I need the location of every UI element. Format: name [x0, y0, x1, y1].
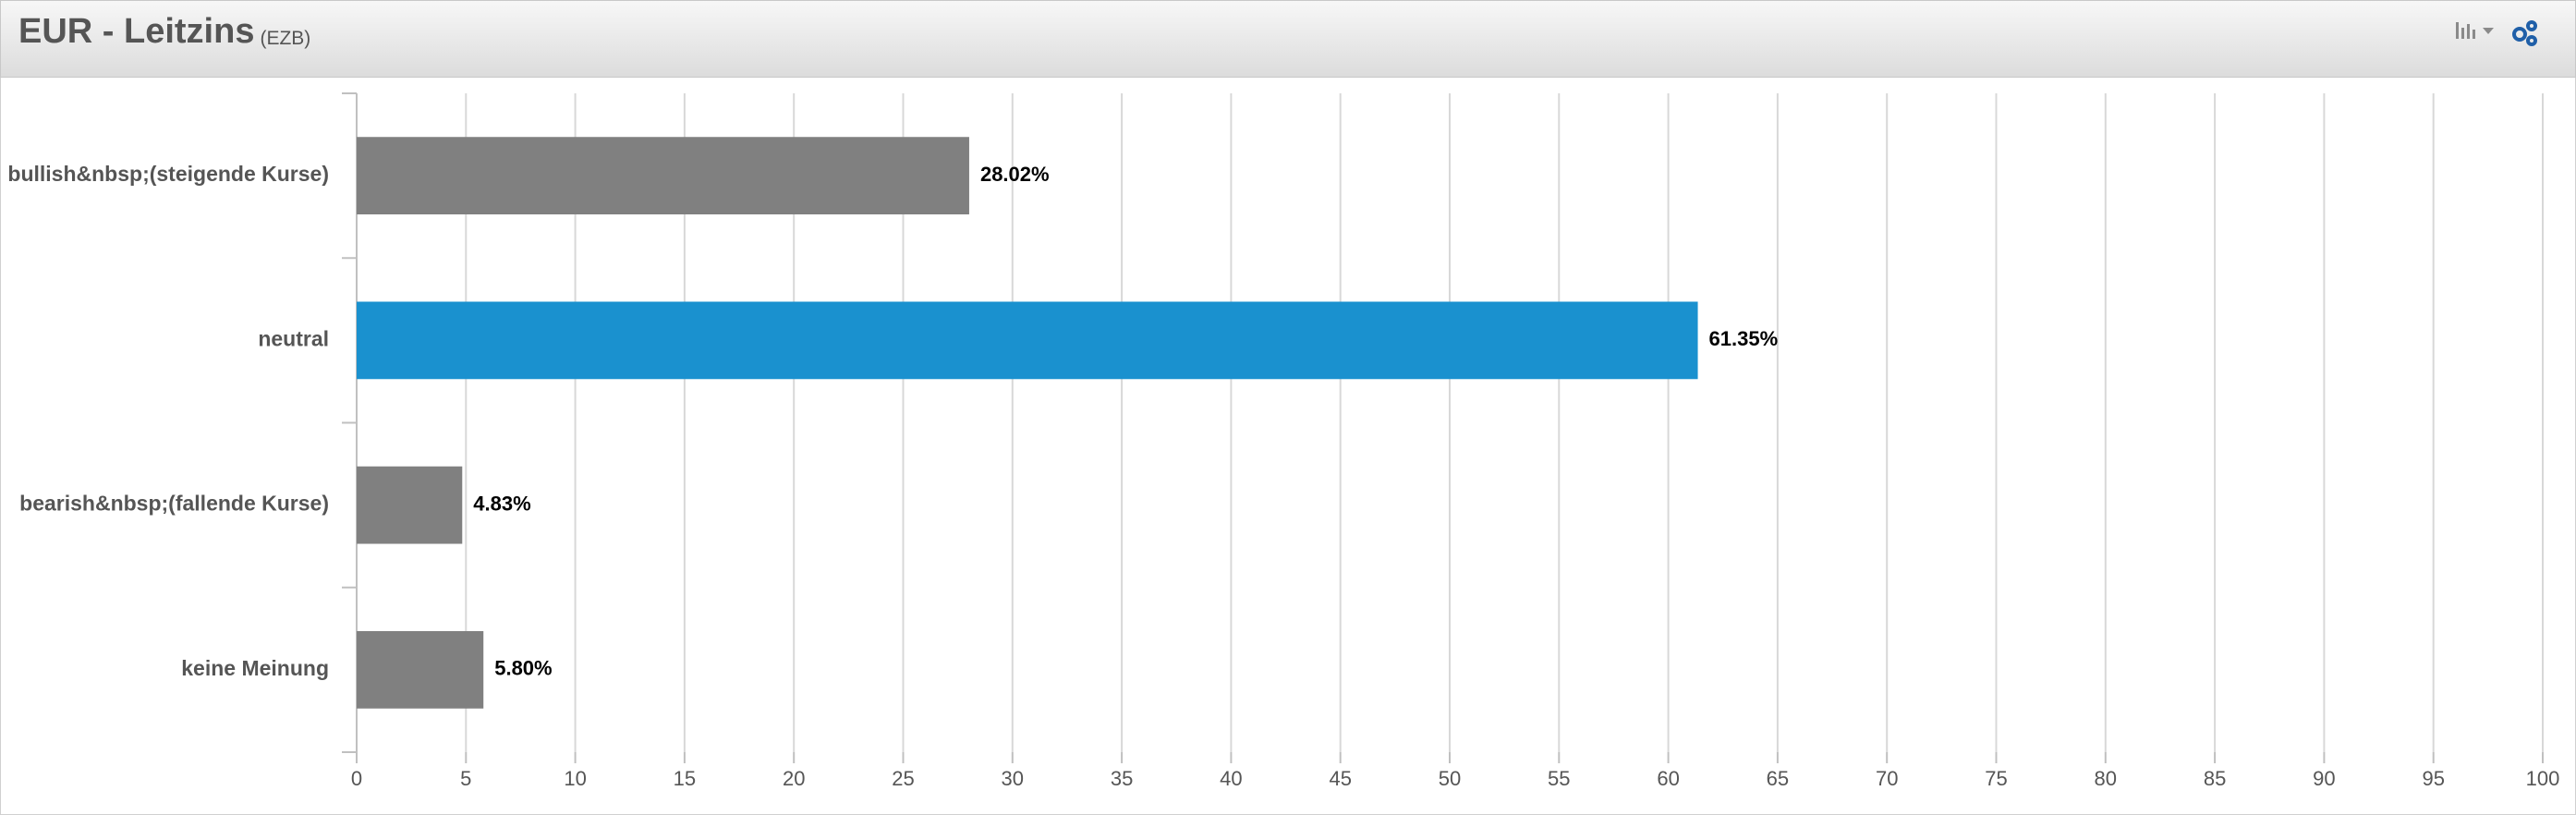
- x-tick-label: 55: [1548, 767, 1570, 790]
- chart-title: EUR - Leitzins (EZB): [18, 12, 310, 51]
- x-tick-label: 75: [1985, 767, 2007, 790]
- x-tick-label: 50: [1439, 767, 1461, 790]
- y-tick-label: bearish&nbsp;(fallende Kurse): [19, 492, 329, 516]
- x-tick-label: 100: [2526, 767, 2560, 790]
- x-tick-label: 30: [1002, 767, 1024, 790]
- y-tick-label: neutral: [258, 326, 329, 350]
- value-label: 28.02%: [980, 163, 1050, 186]
- bar: [357, 630, 484, 709]
- value-label: 61.35%: [1709, 327, 1779, 350]
- x-tick-label: 15: [674, 767, 696, 790]
- x-tick-label: 85: [2204, 767, 2226, 790]
- value-label: 5.80%: [494, 657, 552, 680]
- x-tick-label: 0: [351, 767, 362, 790]
- x-tick-label: 10: [564, 767, 586, 790]
- settings-icon[interactable]: [2512, 20, 2537, 46]
- x-tick-label: 65: [1767, 767, 1789, 790]
- x-tick-label: 5: [460, 767, 471, 790]
- value-label: 4.83%: [473, 492, 530, 515]
- bar: [357, 137, 969, 215]
- y-tick-label: bullish&nbsp;(steigende Kurse): [7, 162, 329, 186]
- y-tick-label: keine Meinung: [181, 656, 329, 680]
- x-tick-label: 70: [1876, 767, 1898, 790]
- x-tick-label: 25: [892, 767, 914, 790]
- x-tick-label: 35: [1111, 767, 1133, 790]
- x-tick-label: 20: [783, 767, 805, 790]
- header: [0, 0, 2576, 78]
- x-tick-label: 60: [1657, 767, 1679, 790]
- bar: [357, 466, 463, 544]
- x-tick-label: 80: [2095, 767, 2117, 790]
- x-tick-label: 90: [2313, 767, 2335, 790]
- bar: [357, 301, 1698, 380]
- chart-type-icon[interactable]: [2456, 22, 2494, 39]
- x-tick-label: 95: [2422, 767, 2444, 790]
- x-tick-label: 40: [1220, 767, 1242, 790]
- x-tick-label: 45: [1329, 767, 1351, 790]
